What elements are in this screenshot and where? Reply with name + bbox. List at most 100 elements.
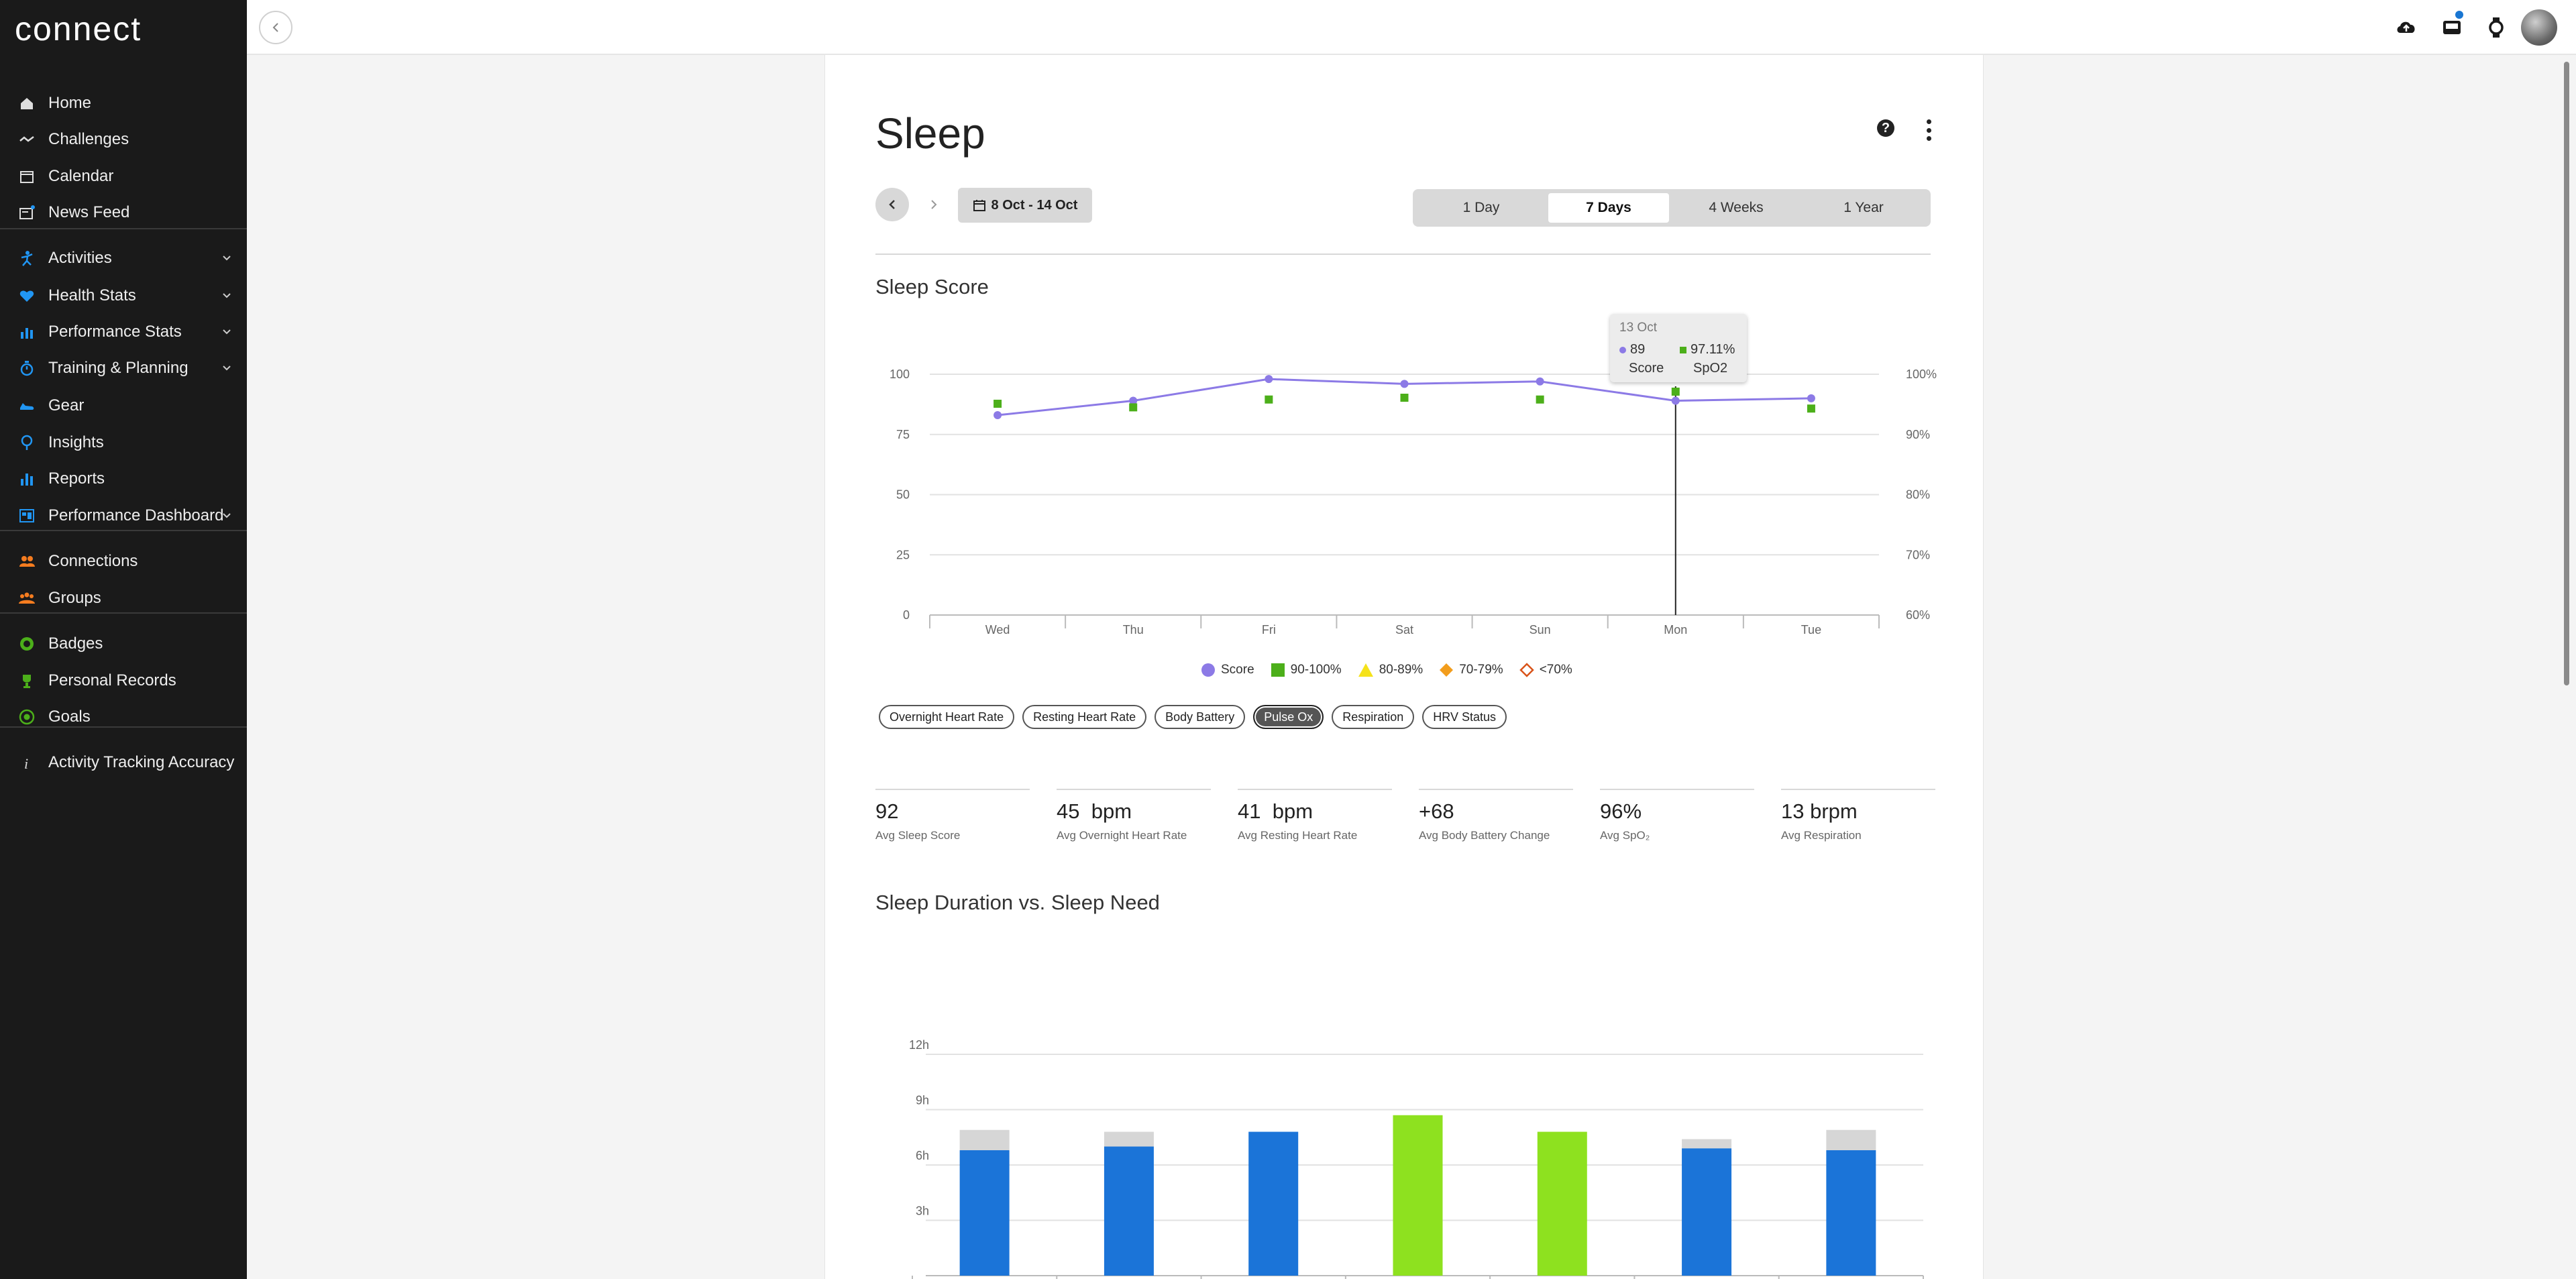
- sidebar-item-health-stats[interactable]: Health Stats: [0, 278, 247, 313]
- goal-icon: [17, 708, 36, 726]
- stat-avg-sleep-score: 92 Avg Sleep Score: [875, 789, 1030, 842]
- stopwatch-icon: [17, 359, 36, 378]
- stat-avg-body-battery: +68 Avg Body Battery Change: [1419, 789, 1573, 842]
- sidebar-item-activity-tracking-accuracy[interactable]: i Activity Tracking Accuracy: [0, 745, 247, 780]
- pill-resting-heart-rate[interactable]: Resting Heart Rate: [1022, 705, 1147, 729]
- calendar-icon: [973, 200, 985, 211]
- user-avatar[interactable]: [2521, 9, 2557, 46]
- sidebar-item-home[interactable]: Home: [0, 86, 247, 121]
- challenges-icon: [17, 130, 36, 149]
- y-tick-label: 100: [890, 368, 910, 381]
- sidebar-item-label: Challenges: [48, 130, 129, 148]
- sleep-need-bar: [1104, 1131, 1154, 1147]
- sidebar-separator: [0, 612, 247, 614]
- chevron-down-icon[interactable]: [220, 362, 233, 375]
- pill-pulse-ox[interactable]: Pulse Ox: [1253, 705, 1324, 729]
- date-range-picker[interactable]: 8 Oct - 14 Oct: [958, 188, 1092, 223]
- sidebar-item-reports[interactable]: Reports: [0, 461, 247, 496]
- sidebar-item-badges[interactable]: Badges: [0, 626, 247, 661]
- tab-1-year[interactable]: 1 Year: [1843, 200, 1884, 215]
- tab-1-day[interactable]: 1 Day: [1462, 200, 1500, 215]
- upload-icon[interactable]: [2391, 12, 2422, 43]
- chevron-down-icon[interactable]: [220, 509, 233, 522]
- sleep-score-title: Sleep Score: [875, 275, 989, 298]
- page-scrollbar[interactable]: [2561, 55, 2572, 685]
- x-tick-label: Tue: [1801, 623, 1821, 636]
- help-icon[interactable]: ?: [1877, 119, 1894, 137]
- next-period-button[interactable]: [917, 188, 951, 221]
- connect-logo[interactable]: connect: [15, 10, 142, 48]
- sidebar-item-connections[interactable]: Connections: [0, 544, 247, 579]
- chevron-down-icon[interactable]: [220, 289, 233, 302]
- spo2-point: [1671, 387, 1680, 396]
- notification-dot: [2455, 11, 2463, 19]
- sidebar-item-performance-stats[interactable]: Performance Stats: [0, 315, 247, 349]
- score-point: [1671, 396, 1680, 405]
- chevron-left-icon: [272, 23, 278, 32]
- score-point: [994, 411, 1002, 420]
- sidebar-item-activities[interactable]: Activities: [0, 241, 247, 276]
- sidebar-item-calendar[interactable]: Calendar: [0, 159, 247, 194]
- sidebar-item-goals[interactable]: Goals: [0, 700, 247, 734]
- tab-4-weeks[interactable]: 4 Weeks: [1709, 200, 1764, 215]
- sidebar-item-training-and-planning[interactable]: Training & Planning: [0, 351, 247, 386]
- collapse-sidebar-button[interactable]: [259, 11, 292, 44]
- more-options-icon[interactable]: [1925, 119, 1932, 141]
- sidebar-item-personal-records[interactable]: Personal Records: [0, 663, 247, 698]
- sidebar-item-challenges[interactable]: Challenges: [0, 122, 247, 157]
- score-point: [1129, 396, 1138, 405]
- sidebar-item-performance-dashboard[interactable]: Performance Dashboard: [0, 498, 247, 533]
- sidebar-separator: [0, 228, 247, 229]
- trophy-icon: [17, 671, 36, 690]
- triangle-icon: [1358, 663, 1373, 677]
- chevron-left-icon: [889, 200, 895, 209]
- sidebar-item-gear[interactable]: Gear: [0, 388, 247, 423]
- sidebar-item-label: Goals: [48, 708, 91, 726]
- y2-tick-label: 80%: [1906, 488, 1930, 502]
- pill-body-battery[interactable]: Body Battery: [1155, 705, 1246, 729]
- sleep-duration-bar: [1104, 1146, 1154, 1276]
- reports-icon: [17, 469, 36, 488]
- stat-value: 41 bpm: [1238, 799, 1313, 823]
- sidebar-item-insights[interactable]: Insights: [0, 425, 247, 460]
- groups-icon: [17, 589, 36, 608]
- sidebar-item-news-feed[interactable]: News Feed: [0, 195, 247, 230]
- chevron-right-icon: [931, 200, 937, 209]
- stat-avg-resting-hr: 41 bpm Avg Resting Heart Rate: [1238, 789, 1392, 842]
- sidebar-item-label: Activity Tracking Accuracy: [48, 753, 235, 771]
- y-tick-label: 3h: [916, 1205, 929, 1218]
- scrollbar-thumb[interactable]: [2564, 62, 2569, 685]
- sidebar-item-label: Training & Planning: [48, 359, 189, 377]
- inbox-icon[interactable]: [2436, 12, 2467, 43]
- previous-period-button[interactable]: [875, 188, 909, 221]
- date-range-label: 8 Oct - 14 Oct: [991, 197, 1078, 213]
- sleep-score-chart: 0 60% 25 70% 50 80% 75 90% 100 100% Wed Thu Fri Sat Su…: [890, 368, 1937, 636]
- chevron-down-icon[interactable]: [220, 325, 233, 339]
- page-title: Sleep: [875, 109, 985, 158]
- sleep-need-bar: [1682, 1139, 1732, 1149]
- sleep-duration-bar: [1393, 1115, 1443, 1276]
- pill-respiration[interactable]: Respiration: [1332, 705, 1415, 729]
- pill-overnight-heart-rate[interactable]: Overnight Heart Rate: [879, 705, 1015, 729]
- sidebar-item-label: Activities: [48, 249, 112, 267]
- sidebar-item-label: Calendar: [48, 167, 114, 185]
- watch-icon[interactable]: [2481, 12, 2512, 43]
- tab-7-days[interactable]: 7 Days: [1548, 193, 1669, 223]
- sleep-duration-bar: [1248, 1131, 1299, 1276]
- chevron-down-icon[interactable]: [220, 252, 233, 265]
- pill-hrv-status[interactable]: HRV Status: [1422, 705, 1507, 729]
- score-point: [1807, 394, 1815, 402]
- tooltip-score-label: Score: [1629, 361, 1664, 376]
- spo2-square-icon: [1680, 346, 1686, 353]
- calendar-icon: [17, 167, 36, 186]
- y-tick-label: 0: [903, 608, 910, 622]
- sidebar-item-label: Performance Stats: [48, 323, 182, 341]
- sidebar-separator: [0, 530, 247, 531]
- sleep-need-bar: [959, 1129, 1010, 1150]
- stat-value: +68: [1419, 799, 1454, 823]
- sidebar-item-groups[interactable]: Groups: [0, 581, 247, 616]
- sleep-duration-bar: [1682, 1148, 1732, 1276]
- sleep-duration-title: Sleep Duration vs. Sleep Need: [875, 891, 1160, 914]
- diamond-outline-icon: [1519, 663, 1534, 677]
- legend-score: Score: [1201, 663, 1254, 677]
